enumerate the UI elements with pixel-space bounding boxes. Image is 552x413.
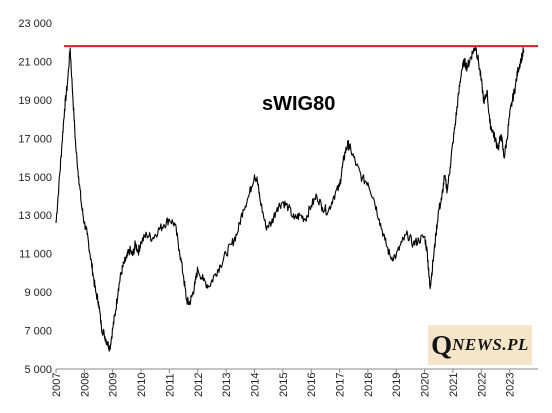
y-tick-label: 5 000	[24, 364, 52, 376]
x-tick-label: 2017	[335, 373, 347, 397]
y-tick-label: 9 000	[24, 287, 52, 299]
x-tick-label: 2023	[505, 373, 517, 397]
x-tick-label: 2018	[363, 373, 375, 397]
x-tick-label: 2012	[193, 373, 205, 397]
x-tick-label: 2014	[249, 373, 261, 397]
x-axis-tick-labels: 2007 2008 2009 2010 2011 2012 2013 2014 2015 2016…	[51, 373, 517, 397]
x-tick-label: 2019	[391, 373, 403, 397]
x-tick-label: 2020	[420, 373, 432, 397]
x-tick-label: 2013	[221, 373, 233, 397]
x-tick-label: 2007	[51, 373, 63, 397]
y-tick-label: 17 000	[18, 133, 52, 145]
x-tick-label: 2011	[164, 373, 176, 397]
x-tick-label: 2015	[278, 373, 290, 397]
chart-title: sWIG80	[262, 93, 335, 115]
x-tick-label: 2008	[79, 373, 91, 397]
x-tick-label: 2022	[476, 373, 488, 397]
series-line-swig80	[55, 45, 525, 352]
y-axis-tick-labels: 5 000 7 000 9 000 11 000 13 000 15 000 17 000 1…	[18, 18, 52, 376]
y-tick-label: 19 000	[18, 95, 52, 107]
x-tick-label: 2009	[108, 373, 120, 397]
x-axis-tick-marks	[55, 369, 511, 373]
logo-letter-q: Q	[431, 329, 453, 360]
y-tick-label: 7 000	[24, 326, 52, 338]
y-tick-label: 13 000	[18, 210, 52, 222]
qnews-logo: Q NEWS.PL	[428, 325, 532, 365]
y-tick-label: 11 000	[19, 249, 52, 261]
y-tick-label: 21 000	[18, 56, 52, 68]
x-tick-label: 2010	[136, 373, 148, 397]
x-tick-label: 2016	[306, 373, 318, 397]
logo-text: NEWS.PL	[452, 335, 529, 354]
y-tick-label: 23 000	[18, 18, 52, 30]
x-tick-label: 2021	[448, 373, 460, 397]
y-tick-label: 15 000	[18, 172, 52, 184]
